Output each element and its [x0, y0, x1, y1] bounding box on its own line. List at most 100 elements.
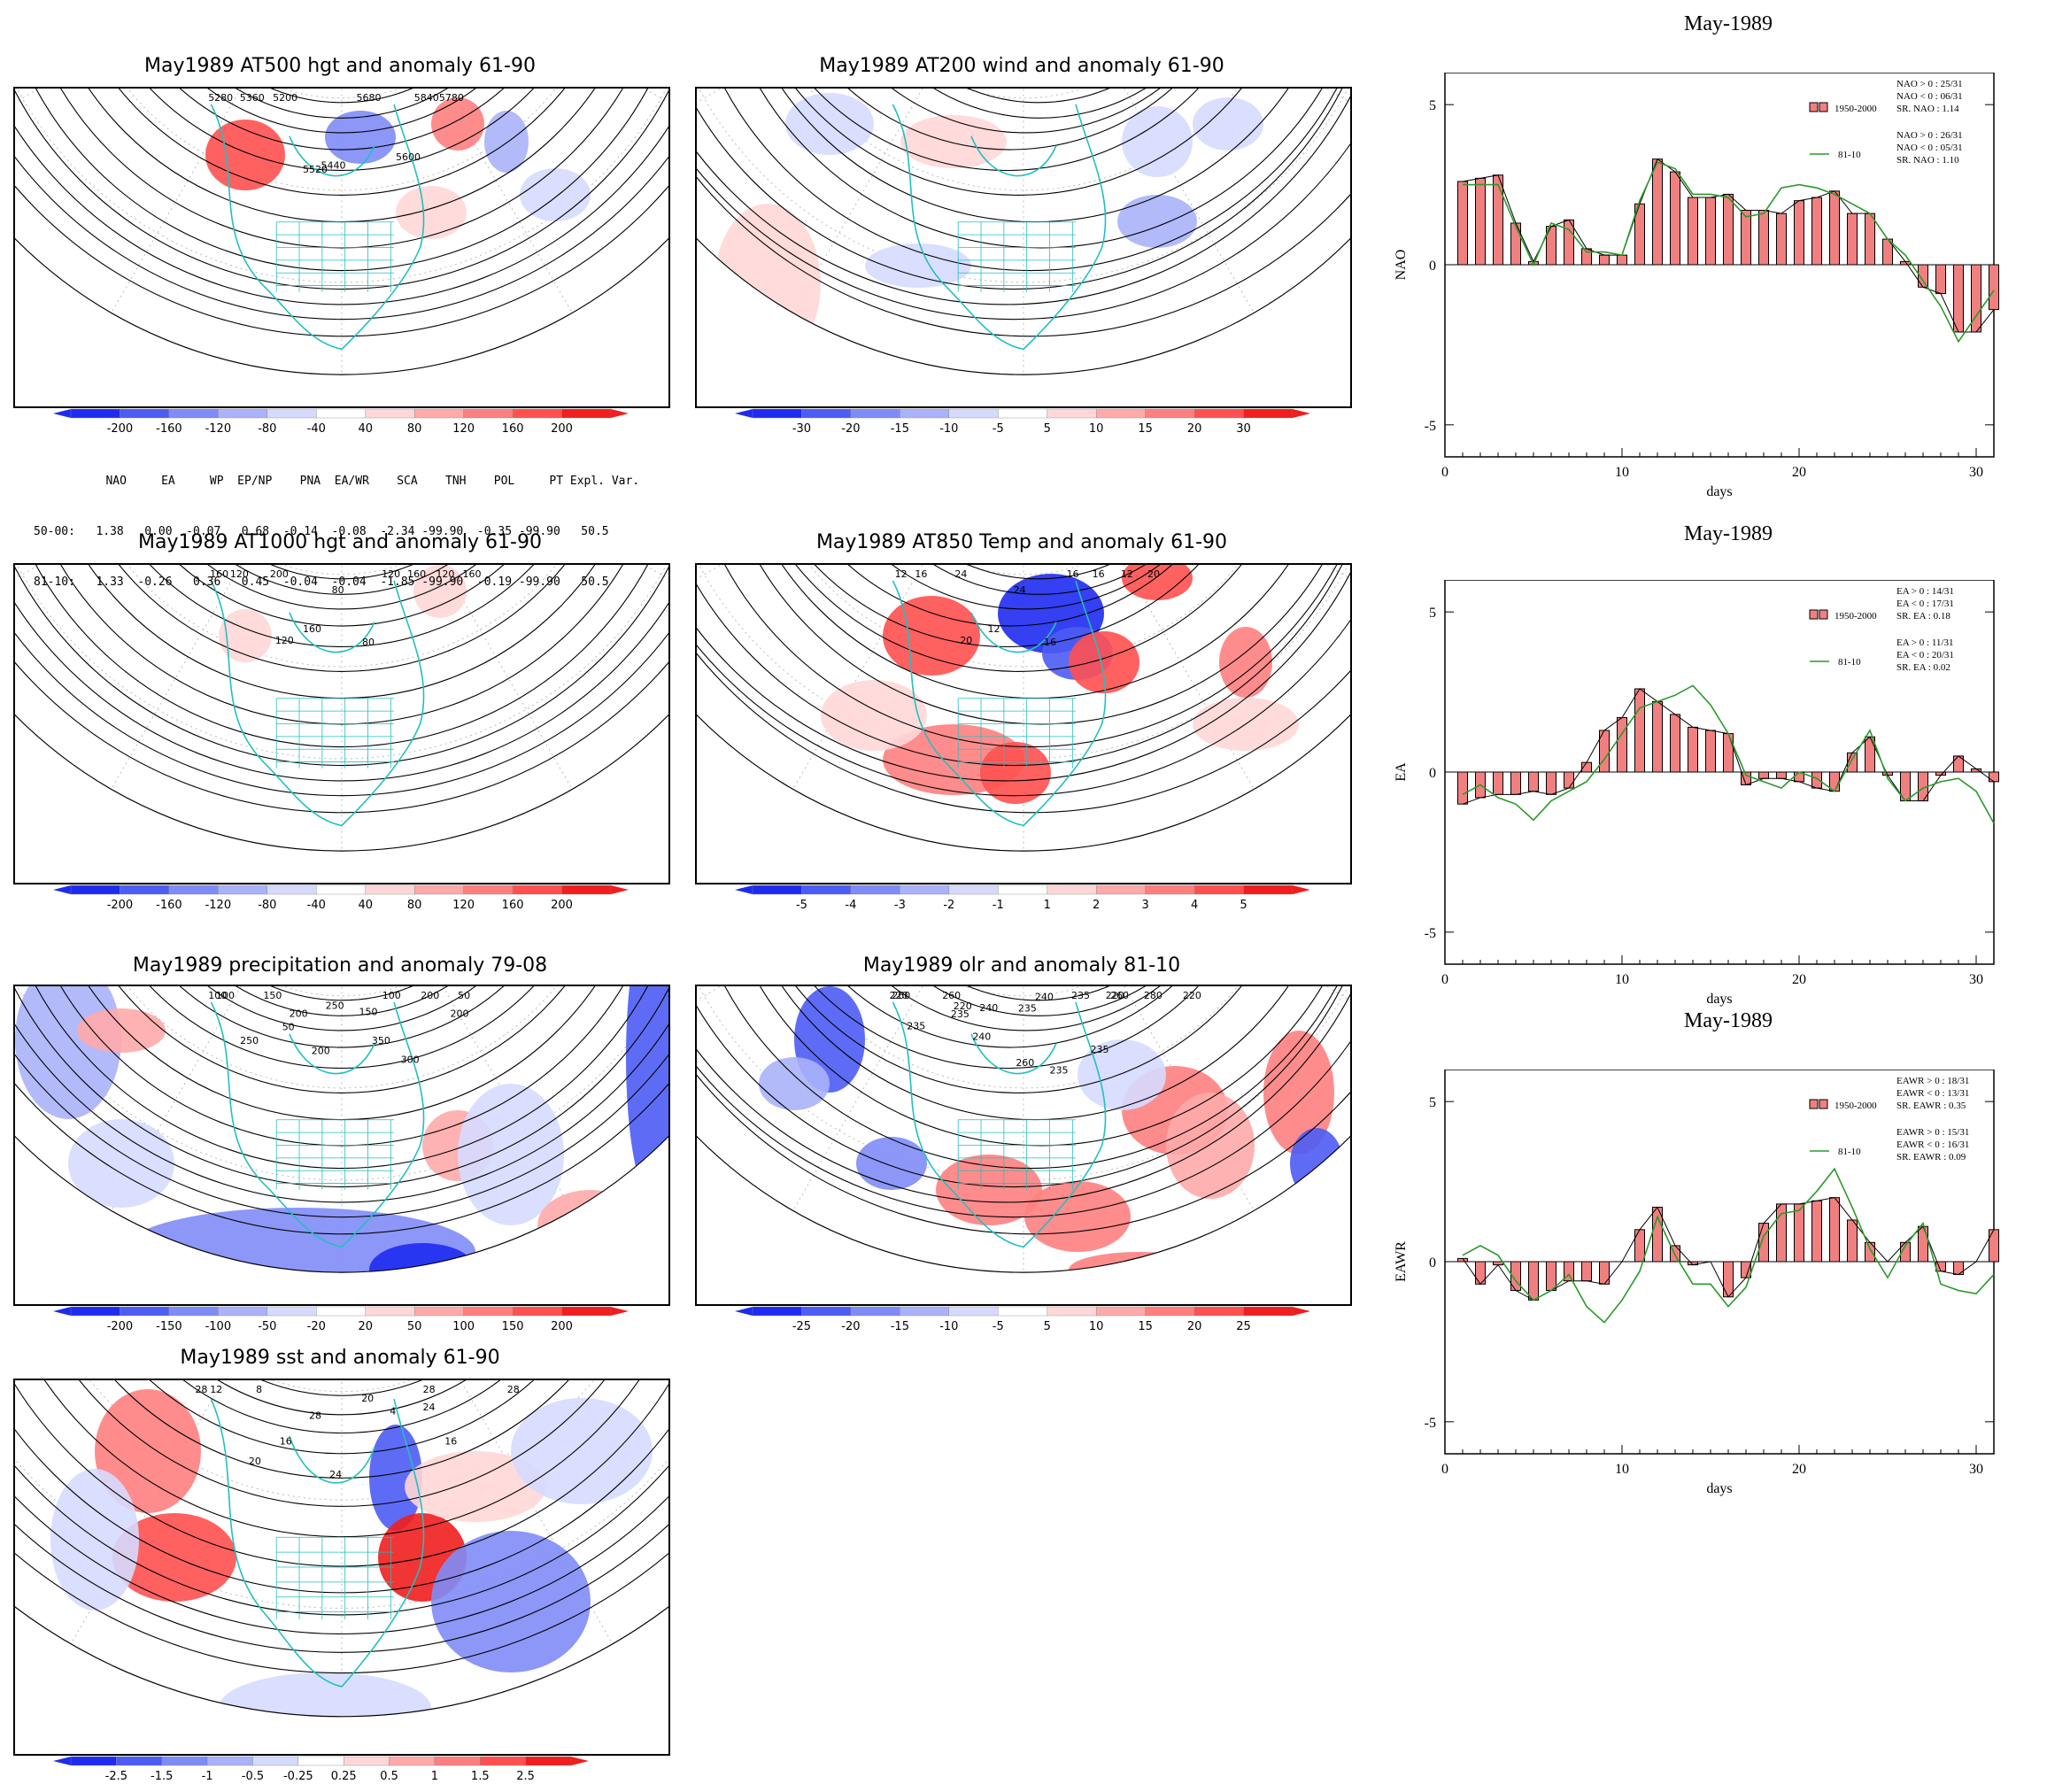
x-tick-label: 10	[1615, 465, 1629, 480]
contour-label: 5440	[321, 159, 346, 171]
contour-line	[15, 986, 668, 1203]
meridian	[1023, 89, 1255, 313]
contour-label: 240	[1035, 992, 1054, 1003]
anomaly-shading	[77, 1008, 166, 1053]
colorbar-label: -20	[841, 1320, 860, 1333]
x-tick-label: 10	[1615, 972, 1629, 987]
colorbar-label: -3	[894, 899, 906, 912]
contour-line	[855, 986, 1221, 1001]
contour-line	[765, 565, 1255, 627]
colorbar-label: -4	[845, 899, 856, 912]
legend-bar-label: 1950-2000	[1835, 611, 1877, 622]
colorbar-label: -200	[107, 899, 134, 912]
colorbar-label: -40	[307, 422, 326, 436]
x-tick-label: 10	[1615, 1462, 1629, 1477]
colorbar-segment	[801, 408, 852, 419]
map-domain	[697, 89, 1350, 375]
contour-label: 235	[951, 1008, 969, 1020]
colorbar-segment	[252, 1756, 299, 1766]
contour-line	[740, 565, 1272, 648]
colorbar-segment	[1243, 408, 1294, 419]
projection-boundary	[697, 237, 1350, 375]
contour-label: 5360	[240, 92, 265, 104]
colorbar-segment	[512, 408, 562, 419]
colorbar-segment	[463, 1306, 514, 1317]
index-chart-nao: 0 10 20 30 5 0 -5 days NAO 1950-2000 NAO > 0 : 25/…	[1374, 72, 2012, 510]
colorbar-label: -40	[307, 899, 326, 912]
y-tick-label: 0	[1429, 1255, 1436, 1271]
legend-line-label: 81-10	[1838, 150, 1861, 160]
colorbar-label: 15	[1138, 1320, 1153, 1333]
projection-boundary	[15, 714, 668, 852]
colorbar: -25 -20 -15 -10 -5 5 10 15 20 25	[735, 1306, 1310, 1339]
colorbar-segment	[1145, 884, 1195, 895]
map-domain	[15, 565, 668, 852]
colorbar-arrow-left	[53, 1757, 71, 1765]
colorbar-segment	[1095, 1306, 1146, 1317]
map-precip: 100 150 100 50 250 200 200 150 250 300 350 200 100 50…	[13, 985, 670, 1306]
colorbar-segment	[1193, 884, 1244, 895]
bar	[1865, 1241, 1875, 1263]
colorbar-label: -15	[891, 422, 909, 436]
contour-label: 220	[1183, 990, 1201, 1001]
colorbar-arrow-right	[1293, 409, 1310, 418]
legend-stat: SR. NAO : 1.10	[1896, 155, 1959, 166]
anomaly-shading	[1166, 1093, 1255, 1199]
projection-boundary	[15, 1606, 668, 1718]
y-axis-label: EAWR	[1394, 1241, 1409, 1282]
contour-line	[117, 89, 567, 134]
contour-line	[732, 986, 1305, 1093]
chart-title: May-1989	[1684, 12, 1773, 35]
bar	[1723, 733, 1734, 773]
map-domain	[15, 89, 668, 375]
legend-line-label: 81-10	[1838, 1147, 1861, 1157]
colorbar-segment	[365, 1306, 415, 1317]
colorbar-label: 200	[551, 422, 573, 436]
bar	[1634, 688, 1645, 773]
colorbar-segment	[948, 1306, 999, 1317]
colorbar-label: 2.5	[516, 1770, 535, 1783]
bar	[1705, 197, 1716, 266]
legend-stat: EAWR < 0 : 16/31	[1896, 1139, 1969, 1150]
contour-label: 250	[240, 1035, 259, 1047]
colorbar-segment	[266, 408, 317, 419]
projection-boundary	[697, 1135, 1350, 1273]
bar	[1457, 181, 1468, 266]
contour-line	[15, 1380, 668, 1538]
anomaly-shading	[1193, 97, 1263, 151]
map-domain	[697, 986, 1350, 1273]
index-chart-svg: 0 10 20 30 5 0 -5 days NAO 1950-2000 NAO > 0 : 25/…	[1394, 72, 1999, 499]
map-domain	[15, 986, 668, 1273]
contour-line	[55, 89, 629, 196]
contour-line	[15, 1380, 668, 1674]
projection-boundary	[15, 237, 668, 375]
contour-label: 235	[1018, 1002, 1037, 1014]
colorbar-segment	[801, 1306, 852, 1317]
colorbar-segment	[168, 408, 219, 419]
legend-bar-label: 1950-2000	[1835, 104, 1877, 114]
colorbar-segment	[900, 408, 950, 419]
contour-line	[732, 565, 1305, 672]
colorbar-label: 2	[1093, 899, 1100, 912]
colorbar-segment	[297, 1756, 344, 1766]
y-tick-label: -5	[1425, 926, 1436, 941]
bar	[1564, 771, 1574, 789]
contour-line	[15, 565, 668, 814]
colorbar-label: 20	[358, 1320, 373, 1333]
contour-line	[117, 986, 567, 1031]
contour-line	[158, 986, 525, 1001]
legend-stat: SR. EAWR : 0.35	[1896, 1101, 1966, 1111]
bar	[1918, 1225, 1928, 1263]
bar	[1599, 1261, 1610, 1285]
x-tick-label: 0	[1441, 972, 1448, 987]
contour-label: 12	[1121, 568, 1133, 580]
map-plot: 12 24 16 12 20 16 24 16 16 20 12	[697, 565, 1350, 852]
contour-line	[158, 89, 525, 104]
colorbar-label: 120	[452, 899, 475, 912]
contour-line	[697, 89, 1350, 337]
anomaly-shading	[936, 1155, 1042, 1225]
bar	[1493, 771, 1503, 795]
contour-line	[697, 986, 1350, 1218]
